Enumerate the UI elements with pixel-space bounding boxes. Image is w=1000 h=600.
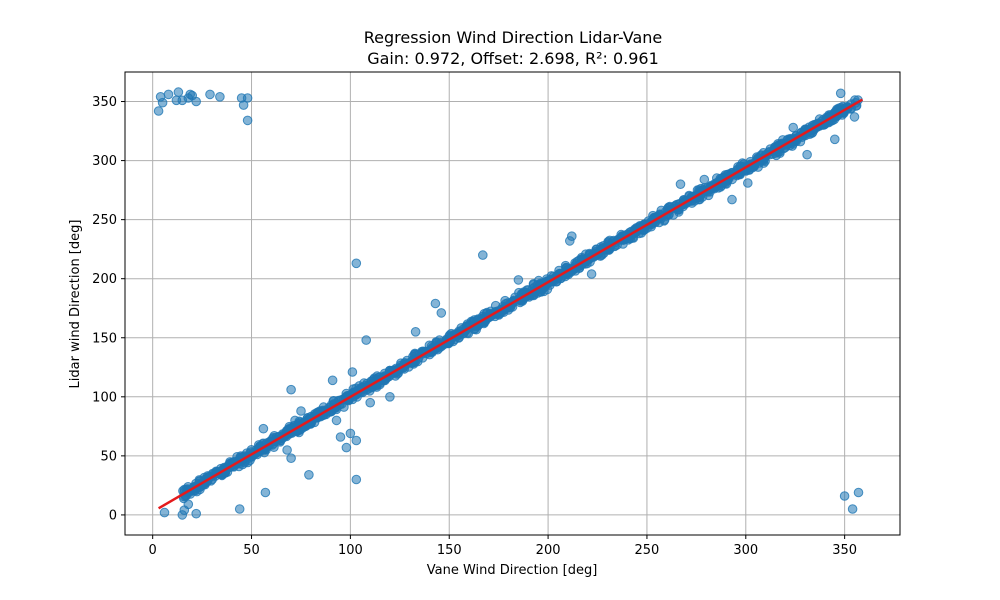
y-tick-label: 300 — [92, 154, 117, 169]
data-point — [478, 250, 488, 260]
data-point — [163, 89, 174, 100]
regression-fit-line — [157, 98, 864, 510]
data-point — [365, 397, 376, 408]
data-point — [849, 112, 860, 122]
data-point — [743, 178, 753, 188]
data-point — [191, 96, 201, 107]
data-point — [361, 335, 372, 345]
data-point — [385, 392, 395, 402]
data-point — [258, 423, 269, 434]
data-point — [788, 122, 799, 133]
data-point — [183, 499, 194, 510]
data-point — [242, 93, 253, 103]
data-point — [699, 174, 710, 185]
x-axis-label: Vane Wind Direction [deg] — [427, 563, 598, 578]
x-tick-label: 50 — [243, 543, 260, 558]
y-tick-label: 100 — [92, 390, 117, 405]
data-point — [331, 415, 342, 426]
data-point — [565, 236, 575, 246]
data-point — [351, 474, 362, 485]
data-point — [327, 375, 338, 386]
data-point — [296, 406, 306, 416]
data-point — [675, 179, 686, 189]
data-point — [234, 504, 245, 514]
data-point — [586, 269, 597, 279]
grid-lines — [125, 72, 900, 535]
data-point — [410, 327, 421, 337]
y-tick-label: 0 — [109, 508, 117, 523]
data-point — [727, 194, 737, 205]
x-tick-label: 300 — [733, 543, 758, 558]
chart-subtitle: Gain: 0.972, Offset: 2.698, R²: 0.961 — [367, 49, 659, 68]
data-point — [802, 149, 812, 160]
x-tick-label: 100 — [338, 543, 363, 558]
data-point — [286, 384, 296, 395]
data-point — [215, 92, 225, 102]
data-point — [853, 487, 864, 498]
x-tick-label: 350 — [832, 543, 857, 558]
data-point — [335, 432, 346, 442]
data-point — [159, 507, 170, 518]
data-points — [153, 87, 864, 520]
data-point — [835, 88, 846, 99]
chart-title: Regression Wind Direction Lidar-Vane — [364, 28, 662, 47]
data-point — [191, 508, 201, 519]
plot-frame — [124, 71, 901, 536]
y-tick-label: 150 — [92, 331, 117, 346]
x-tick-label: 150 — [437, 543, 462, 558]
data-point — [153, 106, 164, 116]
data-point — [173, 87, 184, 97]
y-tick-label: 50 — [100, 449, 117, 464]
data-point — [351, 258, 362, 269]
y-tick-label: 200 — [92, 272, 117, 287]
x-tick-label: 0 — [149, 543, 157, 558]
data-point — [430, 298, 441, 309]
y-tick-label: 350 — [92, 95, 117, 110]
data-point — [282, 445, 292, 455]
x-axis-ticks: 0 50 100 150 200 250 300 350 — [149, 535, 857, 558]
data-point — [347, 367, 358, 377]
y-axis-ticks: 0 50 100 150 200 250 300 350 — [92, 95, 125, 523]
y-axis-label: Lidar wind Direction [deg] — [68, 220, 83, 389]
data-point — [238, 100, 249, 110]
data-point — [351, 435, 362, 446]
data-point — [345, 428, 356, 439]
data-point — [513, 275, 524, 285]
x-tick-label: 250 — [635, 543, 660, 558]
data-point — [290, 415, 300, 426]
data-point — [341, 442, 352, 453]
data-point — [260, 487, 271, 498]
data-point — [286, 453, 296, 464]
data-point — [436, 308, 447, 318]
data-point — [847, 504, 858, 514]
data-point — [830, 134, 840, 145]
fit-line-overlay — [157, 98, 864, 510]
y-tick-label: 250 — [92, 213, 117, 228]
data-point — [242, 115, 253, 126]
data-point — [839, 491, 850, 501]
x-tick-label: 200 — [536, 543, 561, 558]
data-point — [157, 97, 168, 108]
data-point — [304, 470, 314, 480]
data-point — [205, 89, 215, 100]
